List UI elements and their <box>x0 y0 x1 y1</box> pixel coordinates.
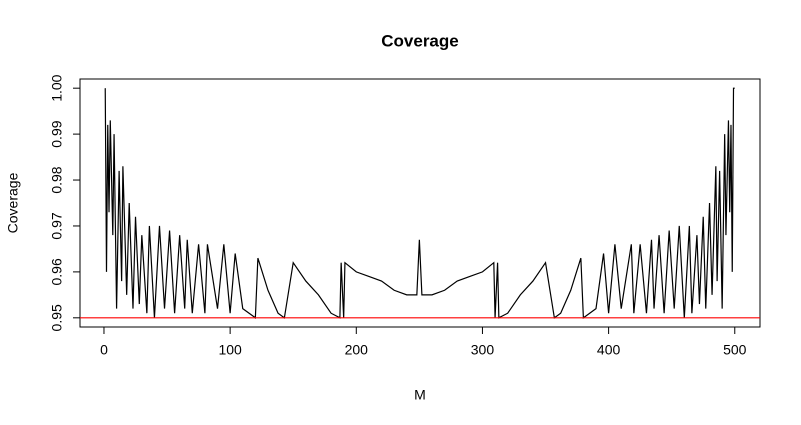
y-tick-label: 0.95 <box>49 304 65 331</box>
x-tick-label: 400 <box>597 342 621 358</box>
x-tick-label: 300 <box>471 342 495 358</box>
plot-frame <box>79 78 761 328</box>
x-tick-label: 200 <box>345 342 369 358</box>
x-axis-label: M <box>414 387 426 403</box>
y-tick-label: 1.00 <box>49 74 65 101</box>
x-tick-label: 100 <box>218 342 242 358</box>
y-tick-label: 0.98 <box>49 166 65 193</box>
y-tick-label: 0.96 <box>49 258 65 285</box>
chart-title: Coverage <box>381 31 458 50</box>
y-tick-label: 0.99 <box>49 120 65 147</box>
y-axis-label: Coverage <box>5 172 21 233</box>
series-line <box>104 87 735 319</box>
y-tick-label: 0.97 <box>49 212 65 239</box>
x-tick-label: 500 <box>723 342 747 358</box>
x-tick-label: 0 <box>100 342 108 358</box>
